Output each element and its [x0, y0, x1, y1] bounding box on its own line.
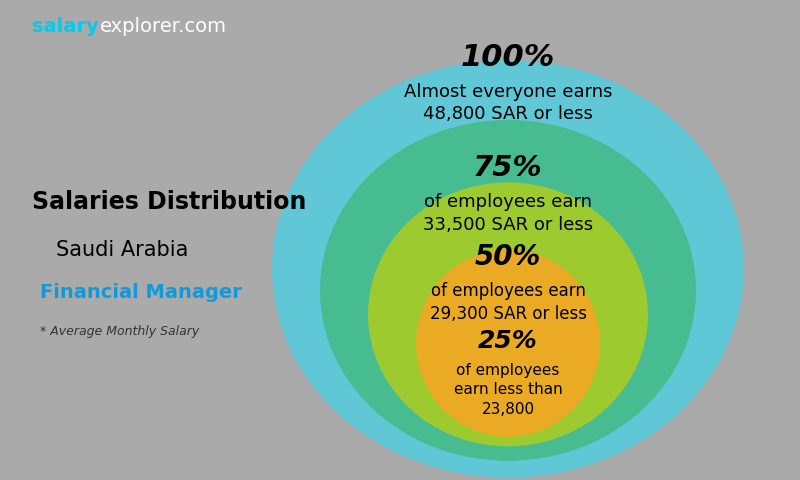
Text: 75%: 75% — [473, 154, 543, 182]
Text: salary: salary — [32, 17, 98, 36]
Text: Financial Manager: Financial Manager — [40, 283, 242, 302]
Text: 25%: 25% — [478, 329, 538, 353]
Ellipse shape — [320, 120, 696, 461]
Text: of employees earn
29,300 SAR or less: of employees earn 29,300 SAR or less — [430, 282, 586, 323]
Text: Salaries Distribution: Salaries Distribution — [32, 190, 306, 214]
Text: of employees earn
33,500 SAR or less: of employees earn 33,500 SAR or less — [423, 193, 593, 234]
Text: of employees
earn less than
23,800: of employees earn less than 23,800 — [454, 363, 562, 417]
Ellipse shape — [368, 182, 648, 446]
Text: Almost everyone earns
48,800 SAR or less: Almost everyone earns 48,800 SAR or less — [404, 83, 612, 123]
Ellipse shape — [416, 250, 600, 437]
Text: * Average Monthly Salary: * Average Monthly Salary — [40, 324, 199, 338]
Text: 50%: 50% — [475, 243, 541, 271]
Ellipse shape — [272, 60, 744, 478]
Text: Saudi Arabia: Saudi Arabia — [56, 240, 188, 260]
Text: 100%: 100% — [461, 43, 555, 72]
Text: explorer.com: explorer.com — [100, 17, 227, 36]
